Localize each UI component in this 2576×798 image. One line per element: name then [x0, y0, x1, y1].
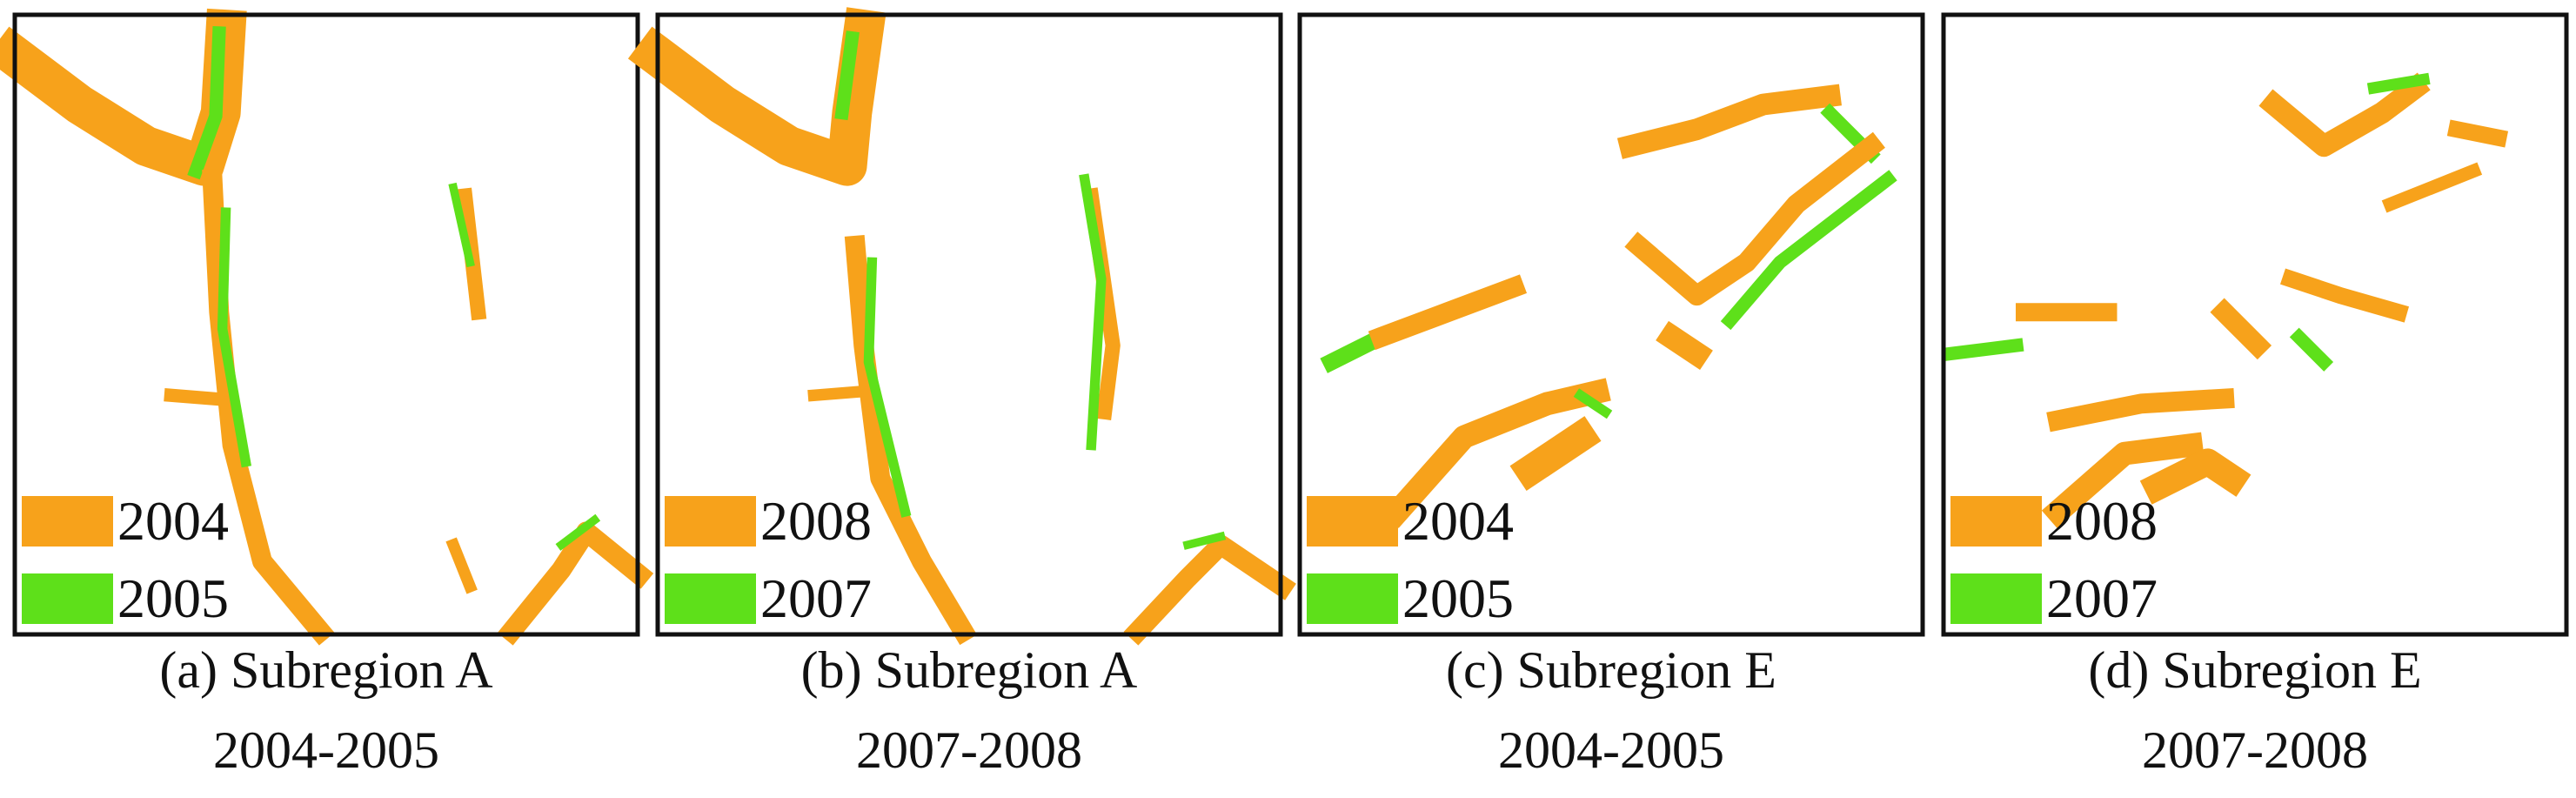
caption: (b) Subregion A — [801, 641, 1138, 699]
legend-label: 2007 — [760, 567, 872, 629]
green-patch — [2289, 327, 2334, 372]
legend-label: 2004 — [117, 490, 229, 552]
map — [627, 7, 1296, 646]
green-patch — [863, 257, 912, 518]
orange-patch — [2279, 268, 2410, 323]
legend-swatch — [665, 573, 756, 624]
legend-swatch — [1307, 496, 1398, 547]
orange-patch — [1123, 534, 1296, 646]
legend-label: 2005 — [1402, 567, 1514, 629]
legend-swatch — [665, 496, 756, 547]
caption: 2004-2005 — [213, 721, 439, 779]
legend-label: 2008 — [2046, 490, 2158, 552]
panel: 2008 2007 (d) Subregion E 2007-2008 — [1941, 12, 2569, 779]
panel: 2004 2005 (a) Subregion A 2004-2005 — [0, 8, 654, 779]
orange-patch — [497, 521, 654, 646]
orange-patch — [2446, 119, 2509, 148]
orange-patch — [2381, 162, 2483, 213]
orange-patch — [445, 537, 478, 594]
green-patch — [187, 25, 226, 180]
legend-swatch — [1950, 573, 2042, 624]
map — [0, 8, 654, 646]
caption: (c) Subregion E — [1446, 641, 1776, 699]
orange-patch — [2210, 298, 2272, 360]
green-patch — [555, 513, 601, 551]
caption: (a) Subregion A — [159, 641, 492, 699]
legend-label: 2005 — [117, 567, 229, 629]
orange-patch — [0, 8, 247, 186]
green-patch — [834, 30, 860, 121]
green-patch — [1720, 170, 1897, 331]
orange-patch — [1616, 84, 1842, 159]
orange-patch — [1624, 131, 1885, 306]
orange-patch — [807, 386, 862, 402]
green-patch — [2366, 72, 2431, 95]
caption: 2007-2008 — [856, 721, 1082, 779]
orange-patch — [1509, 416, 1602, 492]
green-patch — [1943, 338, 2024, 362]
map — [1943, 72, 2509, 528]
orange-patch — [2041, 432, 2205, 528]
map — [1320, 84, 1897, 528]
caption: 2007-2008 — [2142, 721, 2368, 779]
orange-patch — [1656, 320, 1713, 371]
legend-swatch — [22, 573, 113, 624]
orange-patch — [2139, 448, 2251, 505]
green-patch — [1573, 388, 1613, 419]
orange-patch — [202, 168, 335, 646]
legend-swatch — [1307, 573, 1398, 624]
legend-label: 2004 — [1402, 490, 1514, 552]
legend-swatch — [22, 496, 113, 547]
panel: 2004 2005 (c) Subregion E 2004-2005 — [1297, 12, 1925, 779]
orange-patch — [1368, 274, 1528, 351]
legend-swatch — [1950, 496, 2042, 547]
green-patch — [217, 207, 252, 468]
orange-patch — [2258, 72, 2431, 158]
green-patch — [1182, 531, 1227, 550]
orange-patch — [844, 235, 978, 646]
panel-border — [655, 12, 1283, 637]
orange-patch — [1381, 378, 1611, 528]
orange-patch — [2046, 387, 2235, 433]
green-patch — [448, 182, 475, 268]
legend-label: 2007 — [2046, 567, 2158, 629]
panel-border — [1941, 12, 2569, 637]
legend-label: 2008 — [760, 490, 872, 552]
panel-border — [12, 12, 640, 637]
orange-patch — [627, 7, 887, 186]
panel-border — [1297, 12, 1925, 637]
orange-patch — [164, 388, 220, 406]
panel: 2008 2007 (b) Subregion A 2007-2008 — [627, 7, 1296, 779]
caption: 2004-2005 — [1498, 721, 1724, 779]
caption: (d) Subregion E — [2088, 641, 2421, 699]
green-patch — [1079, 173, 1107, 451]
